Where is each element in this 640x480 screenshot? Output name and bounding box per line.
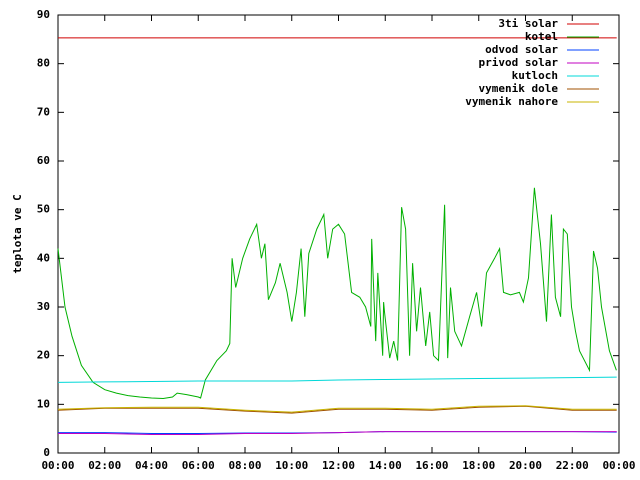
y-tick-label: 90 [37,8,50,21]
x-tick-label: 16:00 [415,459,448,472]
legend-label: vymenik nahore [465,95,558,108]
series-line [57,405,617,413]
x-tick-label: 18:00 [462,459,495,472]
series-line [58,431,617,435]
legend-label: odvod solar [485,43,558,56]
x-tick-label: 00:00 [602,459,635,472]
x-tick-label: 08:00 [228,459,261,472]
series-line [57,187,617,400]
y-tick-label: 10 [37,397,50,410]
x-tick-label: 12:00 [322,459,355,472]
x-tick-label: 20:00 [509,459,542,472]
y-tick-label: 50 [37,203,50,216]
legend-label: kotel [525,30,558,43]
x-tick-label: 00:00 [41,459,74,472]
legend-label: vymenik dole [479,82,559,95]
plot-border [57,14,620,454]
x-tick-label: 04:00 [135,459,168,472]
legend-label: kutloch [512,69,558,82]
y-tick-label: 30 [37,300,50,313]
legend-label: privod solar [479,56,559,69]
y-tick-label: 70 [37,105,50,118]
series-line [57,376,617,383]
y-tick-label: 40 [37,251,50,264]
legend-label: 3ti solar [498,17,558,30]
x-tick-label: 02:00 [88,459,121,472]
x-tick-label: 06:00 [182,459,215,472]
y-tick-label: 20 [37,349,50,362]
y-axis-label: teplota ve C [11,194,24,273]
y-tick-label: 0 [43,446,50,459]
x-tick-label: 22:00 [556,459,589,472]
x-tick-label: 14:00 [369,459,402,472]
x-tick-label: 10:00 [275,459,308,472]
y-tick-label: 60 [37,154,50,167]
y-tick-label: 80 [37,57,50,70]
